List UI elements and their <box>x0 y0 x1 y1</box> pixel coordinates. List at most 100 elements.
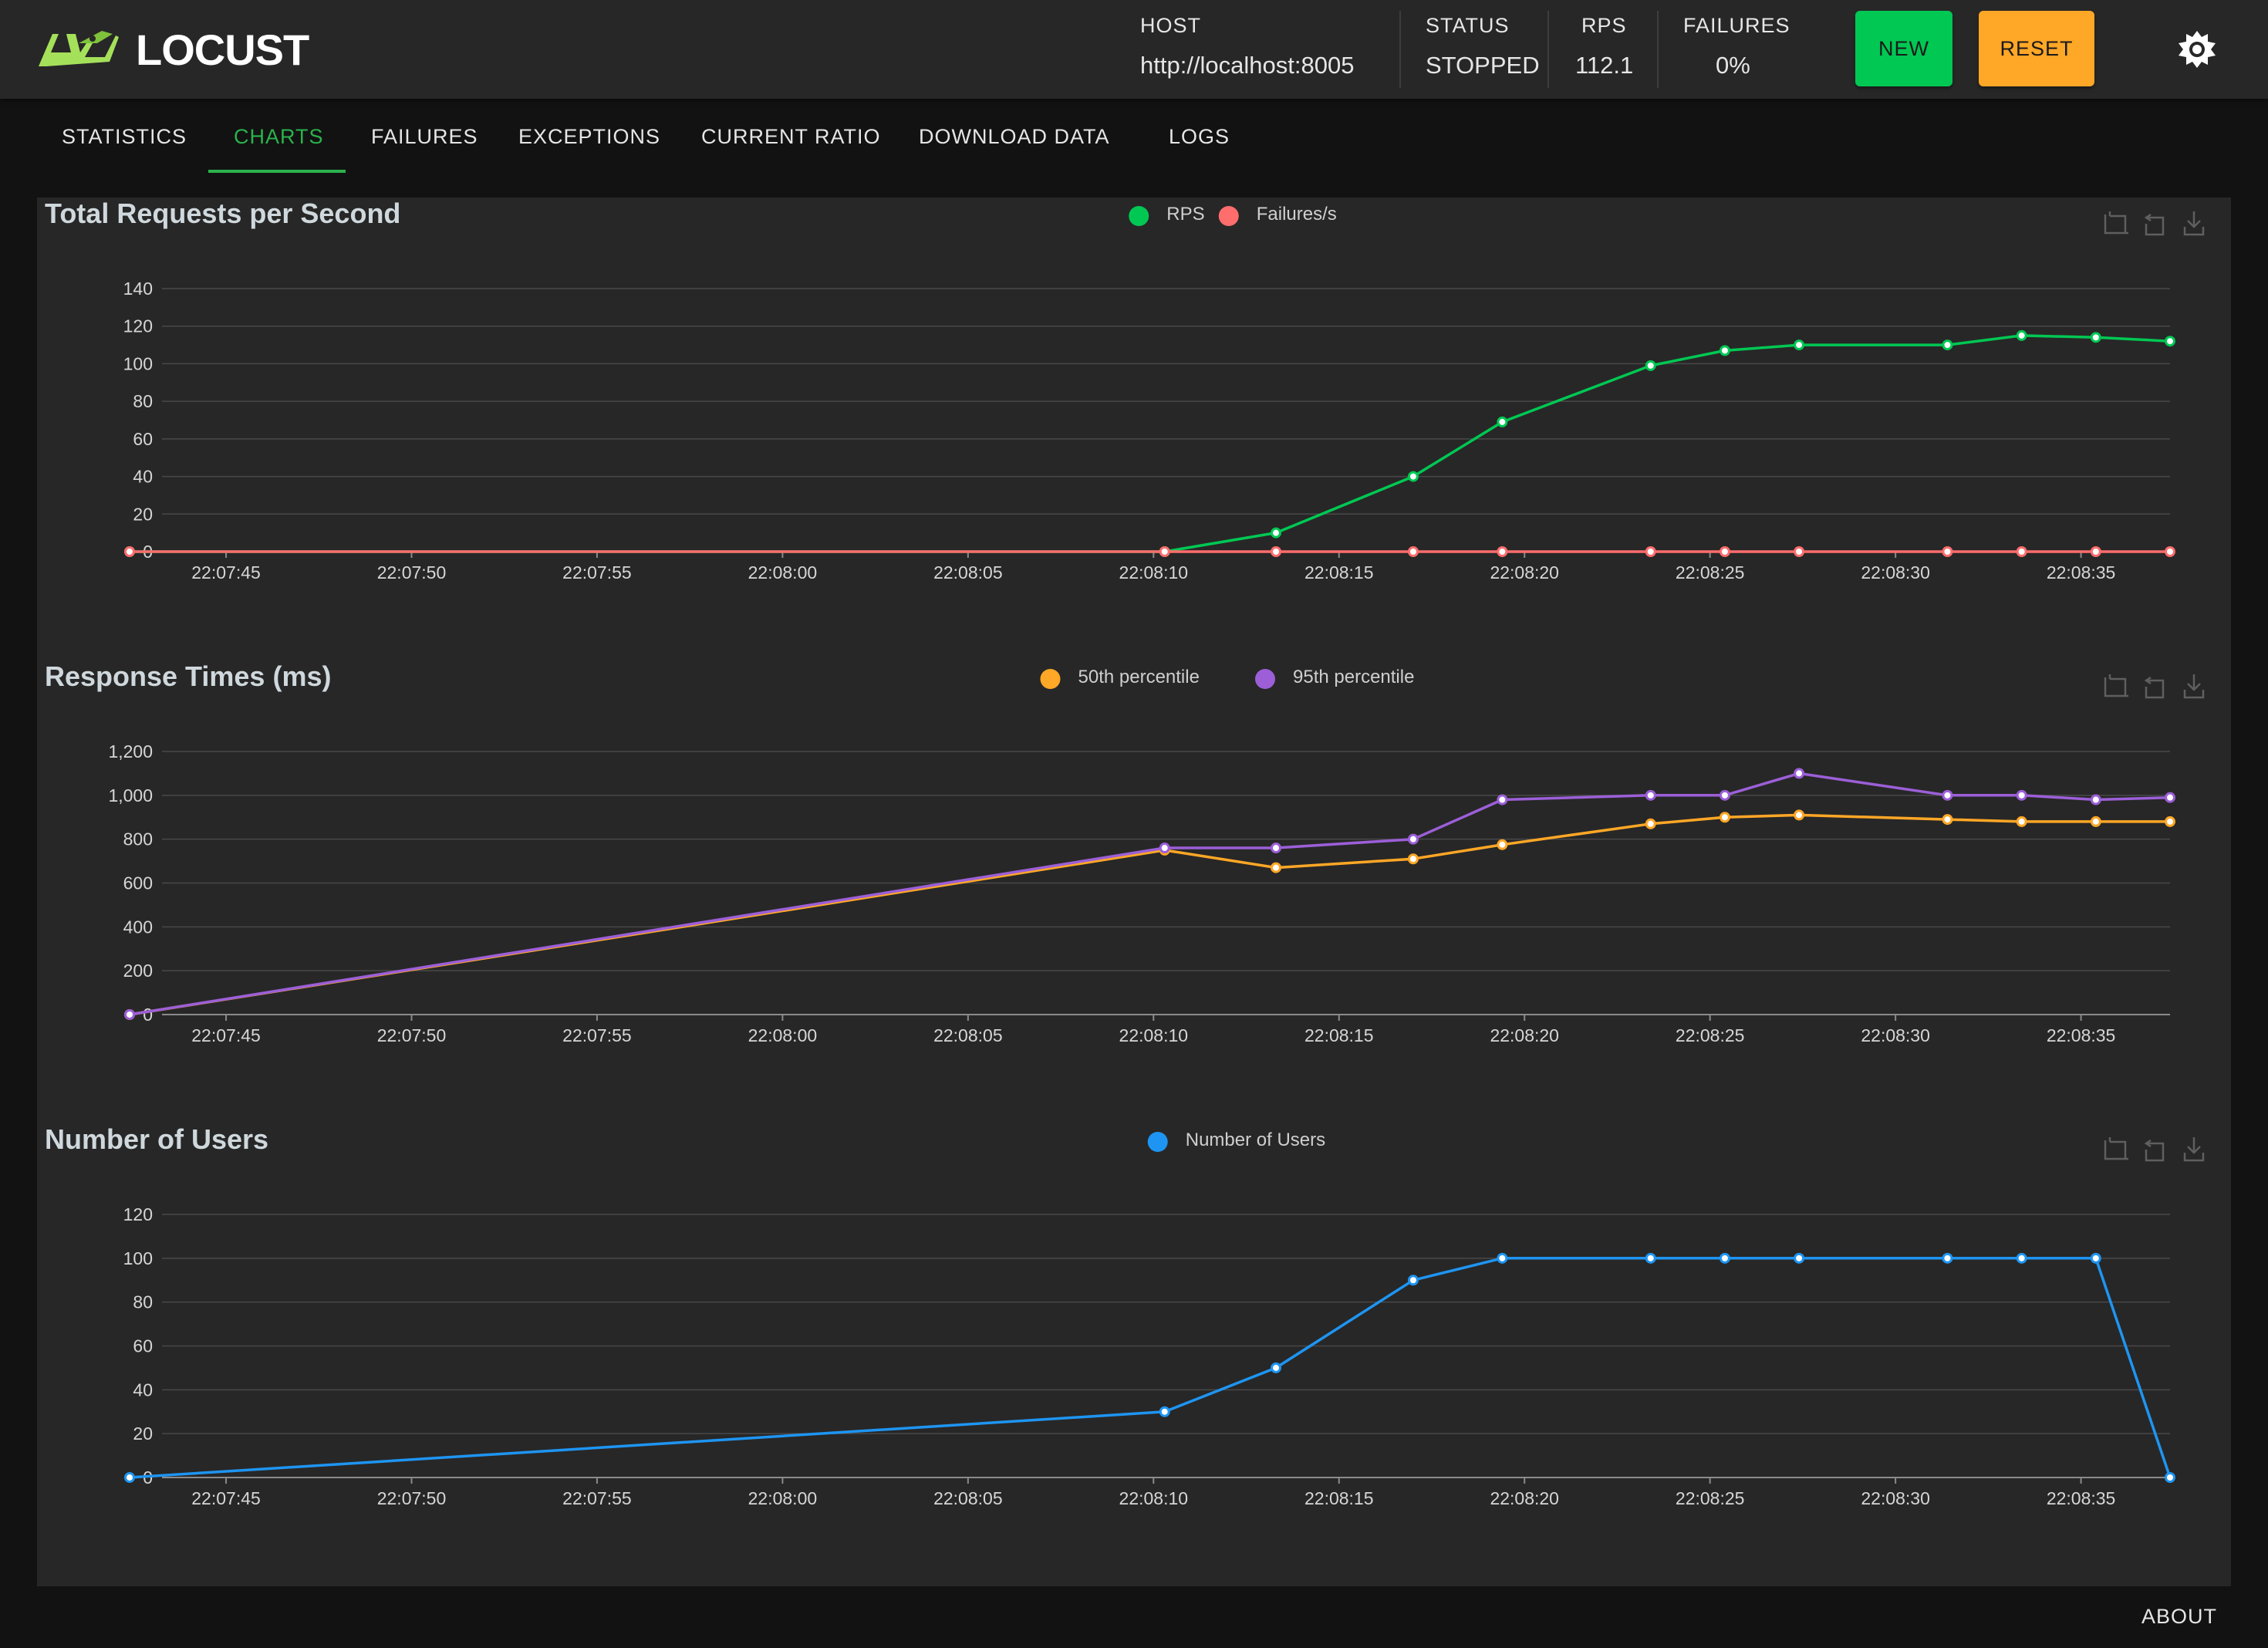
data-point[interactable] <box>2090 1252 2101 1264</box>
data-point[interactable] <box>1271 862 1282 873</box>
locust-logo[interactable]: LOCUST <box>35 25 309 74</box>
data-point[interactable] <box>2016 546 2027 557</box>
data-point[interactable] <box>1942 789 1953 801</box>
data-point[interactable] <box>1794 339 1805 351</box>
data-point[interactable] <box>2090 332 2101 343</box>
data-point[interactable] <box>1159 843 1170 854</box>
legend-item-failures-s[interactable]: Failures/s <box>1218 204 1337 226</box>
data-point[interactable] <box>1645 546 1656 557</box>
tab-current-ratio[interactable]: CURRENT RATIO <box>701 125 881 148</box>
data-point[interactable] <box>2016 816 2027 827</box>
y-tick-label: 1,200 <box>108 741 153 762</box>
data-point[interactable] <box>1942 814 1953 826</box>
tab-charts[interactable]: CHARTS <box>234 125 324 148</box>
new-test-button[interactable]: NEW <box>1855 11 1952 86</box>
about-link[interactable]: ABOUT <box>2141 1605 2217 1628</box>
data-point[interactable] <box>1271 1362 1282 1373</box>
zoom-icon[interactable] <box>2104 1137 2128 1160</box>
data-point[interactable] <box>1794 1252 1805 1264</box>
chart-toolbox <box>2104 1137 2205 1162</box>
data-point[interactable] <box>1497 416 1508 427</box>
data-point[interactable] <box>1497 839 1508 850</box>
locust-logo-icon <box>39 31 119 66</box>
data-point[interactable] <box>1645 818 1656 829</box>
legend-item-95th-percentile[interactable]: 95th percentile <box>1255 667 1414 689</box>
data-point[interactable] <box>1271 527 1282 539</box>
data-point[interactable] <box>2090 816 2101 827</box>
data-point[interactable] <box>1497 794 1508 805</box>
data-point[interactable] <box>2090 546 2101 557</box>
data-point[interactable] <box>1271 546 1282 557</box>
data-point[interactable] <box>1159 1406 1170 1417</box>
data-point[interactable] <box>2165 546 2175 557</box>
data-point[interactable] <box>1719 789 1730 801</box>
data-point[interactable] <box>1794 809 1805 821</box>
download-icon[interactable] <box>2183 1137 2205 1162</box>
data-point[interactable] <box>1645 360 1656 371</box>
data-point[interactable] <box>1407 1275 1419 1286</box>
tab-statistics[interactable]: STATISTICS <box>62 125 187 148</box>
top-bar: LOCUST HOST http://localhost:8005 STATUS… <box>0 0 2268 99</box>
data-point[interactable] <box>1159 546 1170 557</box>
tab-download-data[interactable]: DOWNLOAD DATA <box>919 125 1110 148</box>
data-point[interactable] <box>1719 345 1730 356</box>
data-point[interactable] <box>2165 816 2175 827</box>
data-point[interactable] <box>124 1472 135 1483</box>
data-point[interactable] <box>1794 768 1805 779</box>
chart-legend: Number of Users <box>1147 1130 1325 1152</box>
data-point[interactable] <box>1645 1252 1656 1264</box>
data-point[interactable] <box>2165 1472 2175 1483</box>
x-tick-label: 22:08:15 <box>1304 1025 1374 1045</box>
data-point[interactable] <box>1407 833 1419 845</box>
data-point[interactable] <box>1407 471 1419 482</box>
x-tick-label: 22:07:55 <box>562 1488 632 1508</box>
zoom-icon[interactable] <box>2104 674 2128 697</box>
data-point[interactable] <box>2165 792 2175 803</box>
zoom-icon-path <box>2104 1137 2128 1160</box>
zoom-reset-icon[interactable] <box>2144 676 2165 699</box>
chart-title: Number of Users <box>45 1123 268 1155</box>
data-point[interactable] <box>1794 546 1805 557</box>
tab-logs[interactable]: LOGS <box>1169 125 1230 148</box>
data-point[interactable] <box>124 1009 135 1020</box>
legend-marker <box>1255 669 1275 689</box>
tab-failures[interactable]: FAILURES <box>371 125 478 148</box>
download-icon[interactable] <box>2183 674 2205 699</box>
data-point[interactable] <box>1271 843 1282 854</box>
zoom-icon[interactable] <box>2104 211 2128 235</box>
x-tick-label: 22:08:20 <box>1490 1025 1559 1045</box>
zoom-reset-icon[interactable] <box>2144 1139 2165 1162</box>
data-point[interactable] <box>1407 546 1419 557</box>
reset-button[interactable]: RESET <box>1979 11 2094 86</box>
zoom-reset-icon[interactable] <box>2144 213 2165 236</box>
data-point[interactable] <box>1942 1252 1953 1264</box>
data-point[interactable] <box>1645 789 1656 801</box>
status-stat: STATUS STOPPED <box>1426 14 1540 79</box>
x-tick-label: 22:08:35 <box>2047 562 2116 583</box>
y-tick-label: 120 <box>123 1204 153 1224</box>
data-point[interactable] <box>1497 1252 1508 1264</box>
data-point[interactable] <box>1719 1252 1730 1264</box>
data-point[interactable] <box>2016 789 2027 801</box>
data-point[interactable] <box>124 546 135 557</box>
data-point[interactable] <box>1942 339 1953 351</box>
tab-exceptions[interactable]: EXCEPTIONS <box>518 125 661 148</box>
data-point[interactable] <box>2090 794 2101 805</box>
data-point[interactable] <box>1407 853 1419 865</box>
data-point[interactable] <box>1942 546 1953 557</box>
rps-value: 112.1 <box>1575 52 1634 79</box>
download-icon-path <box>2183 211 2205 236</box>
y-tick-label: 80 <box>133 1292 153 1312</box>
data-point[interactable] <box>1719 546 1730 557</box>
data-point[interactable] <box>2016 329 2027 341</box>
theme-toggle-button[interactable] <box>2177 29 2217 69</box>
legend-item-50th-percentile[interactable]: 50th percentile <box>1040 667 1200 689</box>
data-point[interactable] <box>2016 1252 2027 1264</box>
data-point[interactable] <box>1497 546 1508 557</box>
legend-item-number-of-users[interactable]: Number of Users <box>1147 1130 1325 1152</box>
legend-item-rps[interactable]: RPS <box>1129 204 1205 226</box>
x-tick-label: 22:08:20 <box>1490 562 1559 583</box>
data-point[interactable] <box>1719 812 1730 823</box>
download-icon[interactable] <box>2183 211 2205 236</box>
data-point[interactable] <box>2165 336 2175 347</box>
